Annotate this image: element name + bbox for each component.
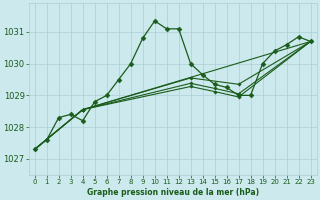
X-axis label: Graphe pression niveau de la mer (hPa): Graphe pression niveau de la mer (hPa) — [87, 188, 259, 197]
